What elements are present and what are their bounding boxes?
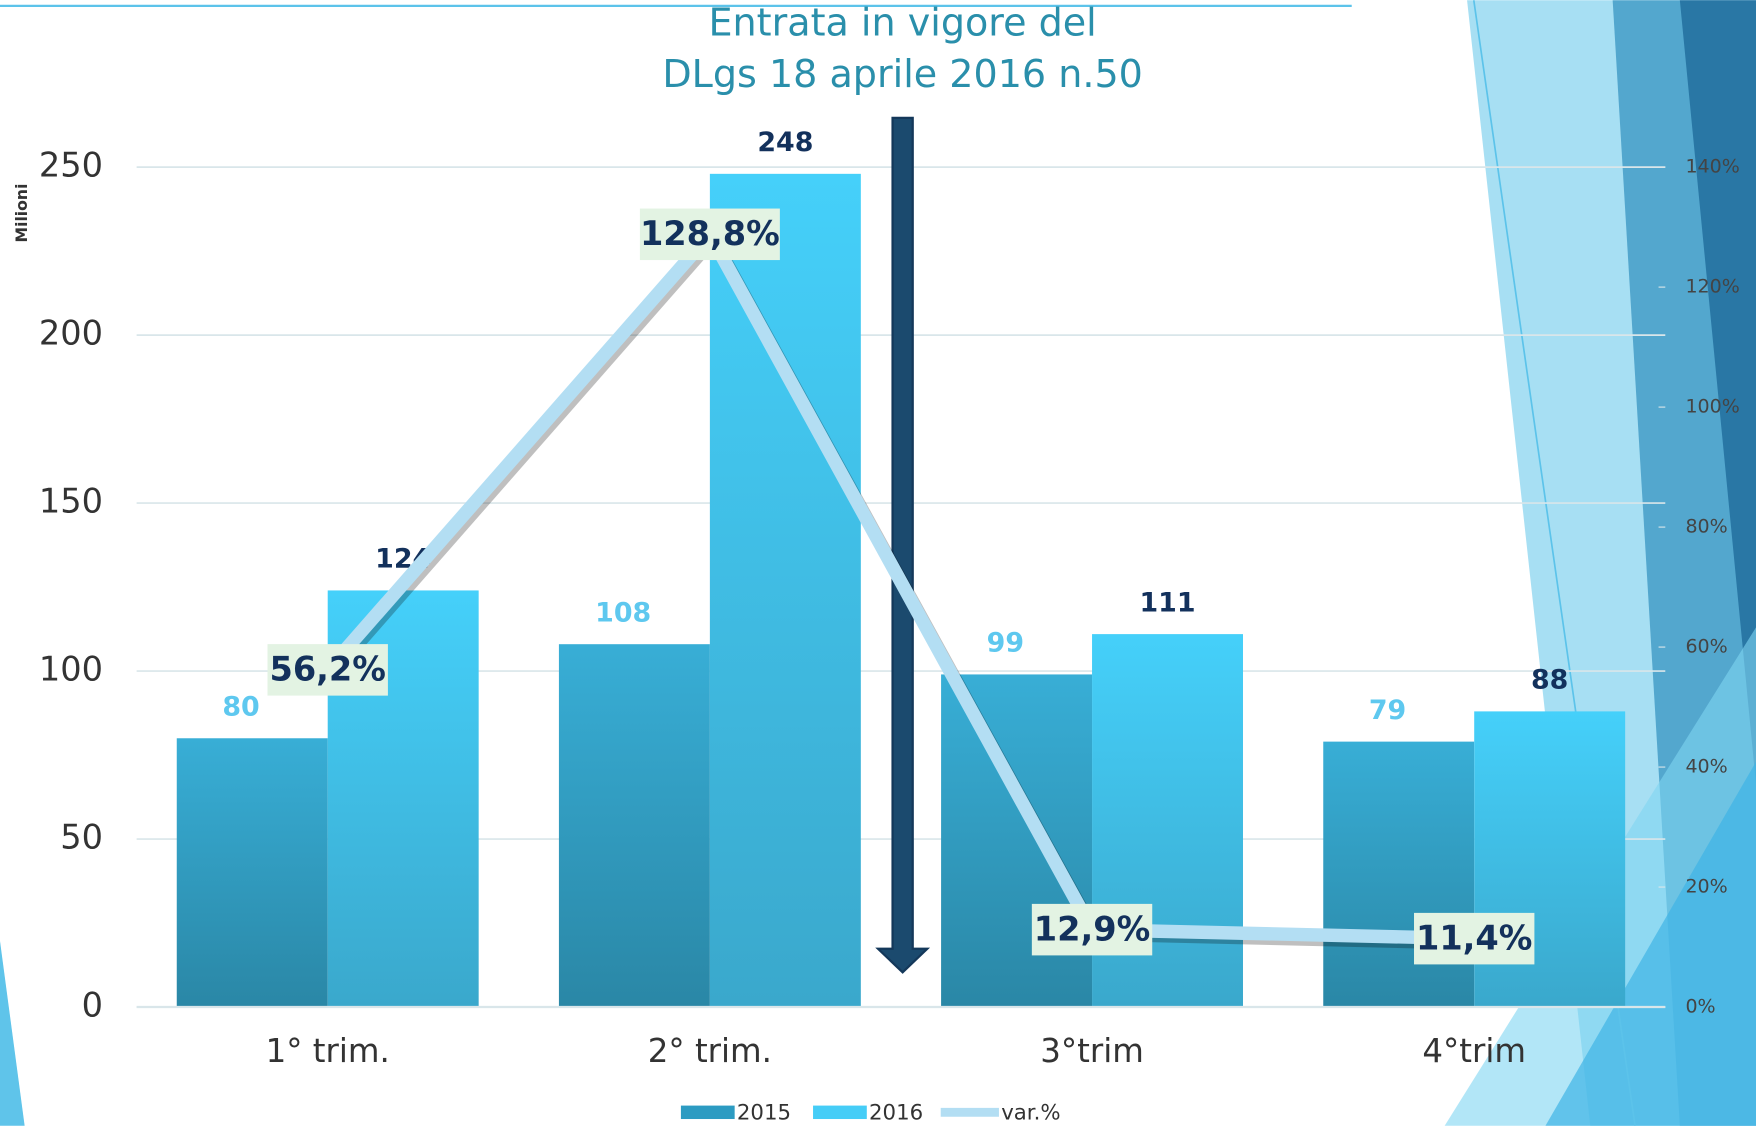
y-tick-label: 200 xyxy=(39,314,103,353)
legend-label: var.% xyxy=(1001,1100,1060,1125)
y-tick-label: 0 xyxy=(82,986,103,1025)
y2-tick-label: 120% xyxy=(1685,276,1739,298)
bar xyxy=(709,173,861,1008)
x-tick-label: 3°trim xyxy=(1040,1032,1144,1070)
value-label: 79 xyxy=(1369,695,1406,726)
y-tick-label: 150 xyxy=(39,482,103,521)
legend-swatch xyxy=(813,1105,867,1120)
value-label: 111 xyxy=(1139,587,1195,618)
value-label: 108 xyxy=(595,597,651,628)
value-label-box xyxy=(1414,912,1535,965)
arrow xyxy=(875,116,931,974)
value-label-box xyxy=(267,644,388,696)
y-tick-label: 50 xyxy=(60,818,103,857)
x-tick-label: 2° trim. xyxy=(648,1032,772,1070)
value-label: 56,2% xyxy=(269,649,386,688)
line xyxy=(322,227,1475,946)
y2-tick-label: 80% xyxy=(1685,516,1727,538)
y2-tick-label: 40% xyxy=(1685,756,1727,778)
value-label: 11,4% xyxy=(1416,918,1533,957)
legend-label: 2016 xyxy=(869,1100,923,1125)
y2-tick-label: 0% xyxy=(1685,996,1715,1018)
bar xyxy=(1323,741,1475,1008)
value-label-box xyxy=(639,208,780,261)
y-tick-label: 250 xyxy=(39,146,103,185)
legend-item: 2016 xyxy=(813,1100,923,1125)
y2-tick-label: 60% xyxy=(1685,636,1727,658)
value-label: 12,9% xyxy=(1034,909,1151,948)
legend-label: 2015 xyxy=(737,1100,791,1125)
value-label: 80 xyxy=(222,692,259,723)
annotation: Entrata in vigore del xyxy=(709,0,1097,44)
y2-tick-label: 140% xyxy=(1685,156,1739,178)
y-axis-label: Milioni xyxy=(12,184,31,243)
value-label: 128,8% xyxy=(640,214,780,253)
annotation: DLgs 18 aprile 2016 n.50 xyxy=(662,52,1143,96)
x-tick-label: 4°trim xyxy=(1422,1032,1526,1070)
value-label: 99 xyxy=(987,628,1024,659)
legend-item: 2015 xyxy=(680,1100,791,1125)
legend-item: var.% xyxy=(940,1100,1061,1125)
y2-tick-label: 100% xyxy=(1685,396,1739,418)
bar xyxy=(941,674,1093,1008)
value-label: 88 xyxy=(1531,665,1568,696)
x-tick-label: 1° trim. xyxy=(266,1032,390,1070)
y-tick-label: 100 xyxy=(39,650,103,689)
value-label-box xyxy=(1031,903,1153,956)
value-label: 248 xyxy=(757,127,813,158)
legend-swatch xyxy=(680,1105,735,1120)
bar xyxy=(176,738,328,1008)
bar xyxy=(558,644,710,1008)
y2-tick-label: 20% xyxy=(1685,876,1727,898)
